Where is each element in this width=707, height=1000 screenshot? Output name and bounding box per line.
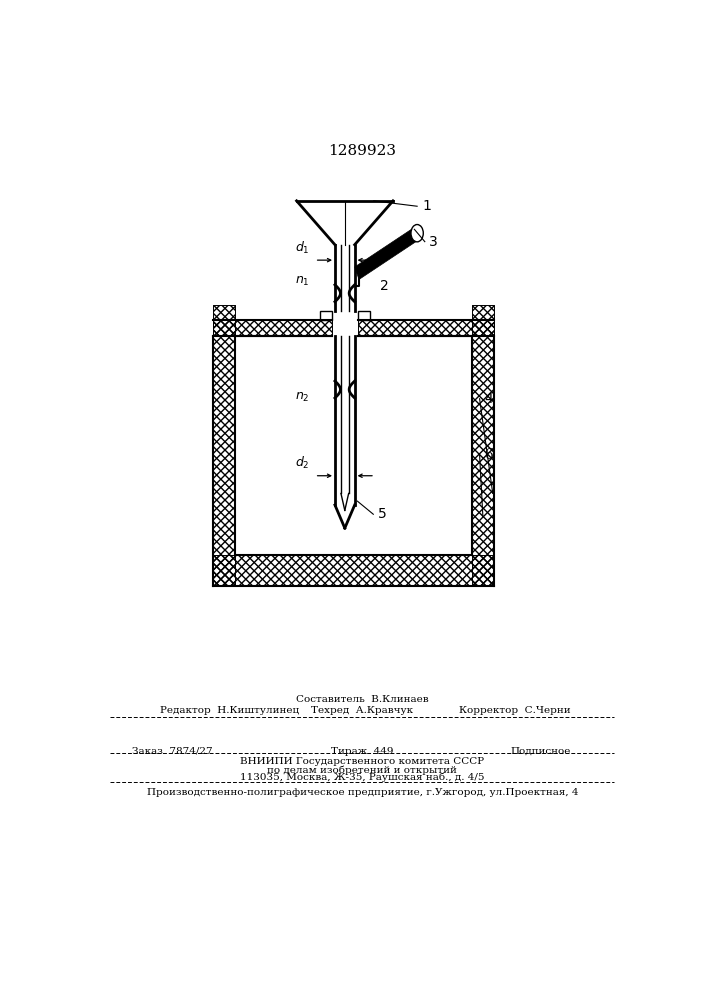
Bar: [214, 305, 235, 586]
Polygon shape: [355, 227, 419, 279]
Bar: [472, 305, 494, 586]
Text: Техред  А.Кравчук: Техред А.Кравчук: [311, 706, 414, 715]
Bar: [320, 311, 332, 320]
Text: по делам изобретений и открытий: по делам изобретений и открытий: [267, 765, 457, 775]
Text: Редактор  Н.Киштулинец: Редактор Н.Киштулинец: [160, 706, 299, 715]
Text: 6: 6: [484, 448, 493, 462]
Text: 2: 2: [380, 279, 389, 293]
Bar: [472, 305, 494, 586]
Text: 3: 3: [429, 235, 438, 249]
Text: ВНИИПИ Государственного комитета СССР: ВНИИПИ Государственного комитета СССР: [240, 757, 484, 766]
Bar: [214, 305, 235, 586]
Bar: [214, 320, 332, 336]
Text: Заказ  7874/27: Заказ 7874/27: [132, 747, 213, 756]
Bar: [214, 555, 494, 586]
Text: $n_1$: $n_1$: [295, 275, 309, 288]
Text: 113035, Москва, Ж-35, Раушская наб., д. 4/5: 113035, Москва, Ж-35, Раушская наб., д. …: [240, 773, 484, 782]
Bar: [358, 320, 494, 336]
Text: 1289923: 1289923: [328, 144, 397, 158]
Text: Подписное: Подписное: [510, 747, 571, 756]
Text: Производственно-полиграфическое предприятие, г.Ужгород, ул.Проектная, 4: Производственно-полиграфическое предприя…: [146, 788, 578, 797]
Text: Составитель  В.Клинаев: Составитель В.Клинаев: [296, 695, 428, 704]
Text: 1: 1: [423, 199, 431, 213]
Bar: [214, 555, 494, 586]
Text: Корректор  С.Черни: Корректор С.Черни: [459, 706, 571, 715]
Text: $d_1$: $d_1$: [295, 239, 309, 256]
Bar: [214, 320, 332, 336]
Text: 5: 5: [378, 507, 387, 521]
Bar: [358, 320, 494, 336]
Ellipse shape: [411, 225, 423, 242]
Text: Тираж  449: Тираж 449: [331, 747, 394, 756]
Text: $d_2$: $d_2$: [295, 455, 309, 471]
Text: $n_2$: $n_2$: [295, 391, 309, 404]
Bar: [358, 311, 370, 320]
Text: 4: 4: [484, 392, 493, 406]
